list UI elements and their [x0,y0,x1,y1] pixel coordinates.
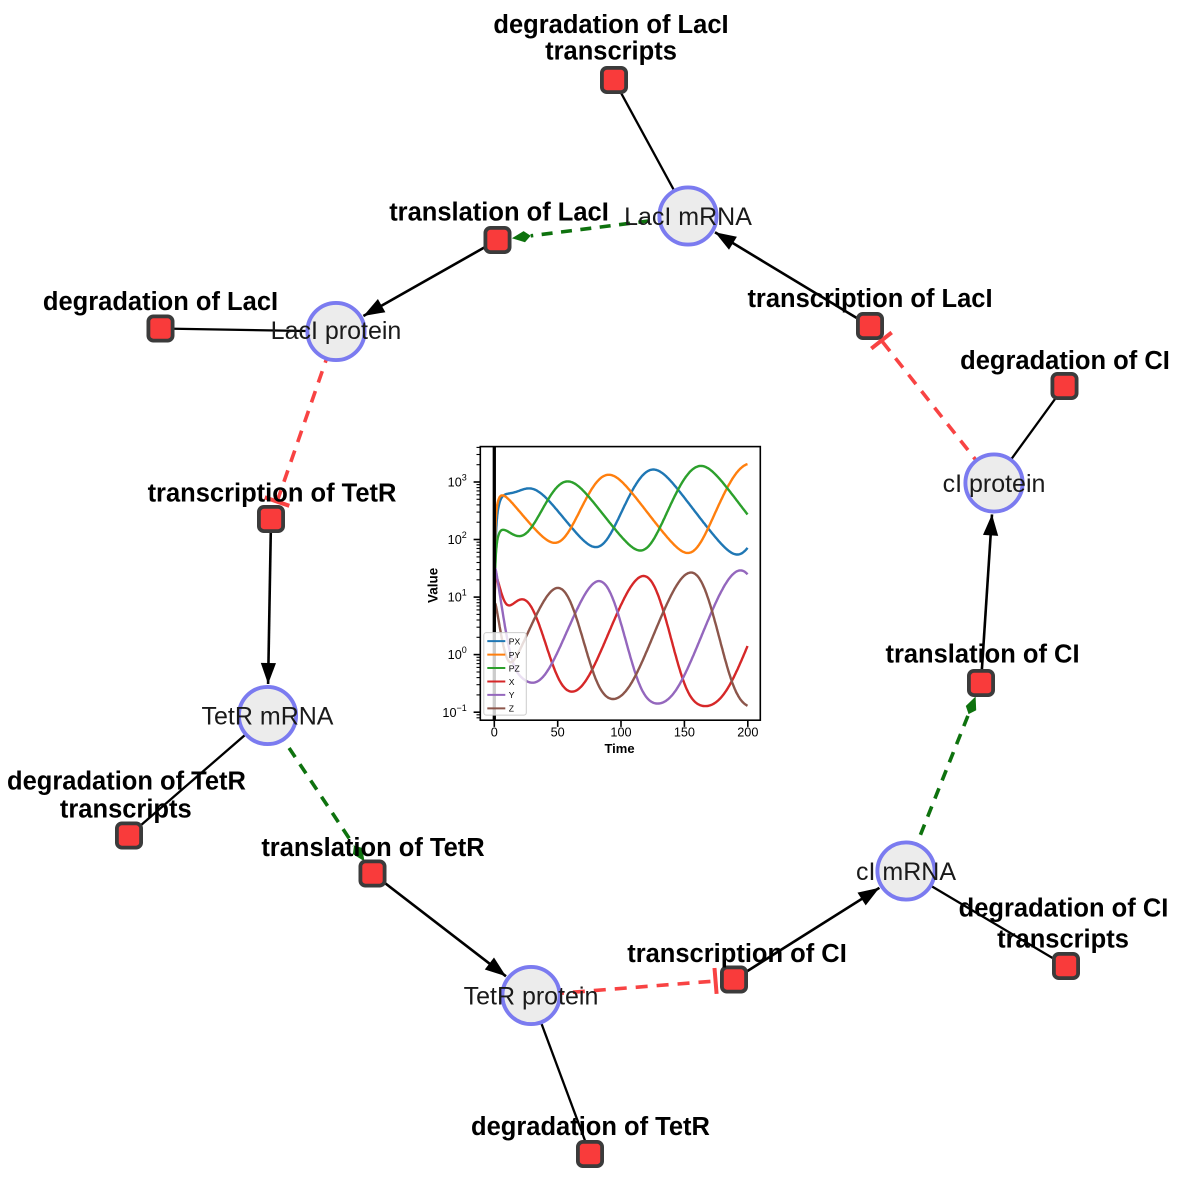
svg-text:translation of TetR: translation of TetR [261,834,484,862]
svg-text:degradation of CI: degradation of CI [960,347,1170,375]
svg-text:cI protein: cI protein [943,470,1046,498]
svg-text:50: 50 [551,726,565,740]
svg-text:transcription of LacI: transcription of LacI [747,285,992,313]
svg-text:PX: PX [509,636,521,646]
svg-text:transcripts: transcripts [60,796,192,824]
svg-text:100: 100 [610,726,631,740]
svg-text:transcription of TetR: transcription of TetR [148,480,397,508]
svg-text:degradation of LacI: degradation of LacI [493,11,728,39]
svg-text:PZ: PZ [509,663,520,673]
svg-text:LacI protein: LacI protein [271,317,402,345]
svg-text:TetR protein: TetR protein [464,983,599,1011]
svg-text:0: 0 [491,726,498,740]
svg-text:transcription of CI: transcription of CI [627,940,847,968]
svg-text:transcripts: transcripts [545,38,677,66]
svg-text:degradation of TetR: degradation of TetR [7,768,246,796]
svg-text:150: 150 [674,726,695,740]
svg-text:Time: Time [604,741,634,756]
svg-text:cI mRNA: cI mRNA [856,858,956,886]
svg-text:LacI mRNA: LacI mRNA [624,203,752,231]
svg-text:PY: PY [509,650,521,660]
svg-text:Z: Z [509,704,514,714]
svg-text:translation of CI: translation of CI [885,641,1079,669]
svg-text:transcripts: transcripts [997,926,1129,954]
svg-text:X: X [509,677,515,687]
svg-text:degradation of CI: degradation of CI [959,895,1169,923]
svg-text:degradation of TetR: degradation of TetR [471,1113,710,1141]
svg-text:Y: Y [509,690,515,700]
svg-text:200: 200 [737,726,758,740]
svg-text:TetR mRNA: TetR mRNA [202,703,334,731]
svg-text:translation of LacI: translation of LacI [389,199,609,227]
svg-text:Value: Value [425,567,440,603]
svg-text:degradation of LacI: degradation of LacI [43,288,278,316]
